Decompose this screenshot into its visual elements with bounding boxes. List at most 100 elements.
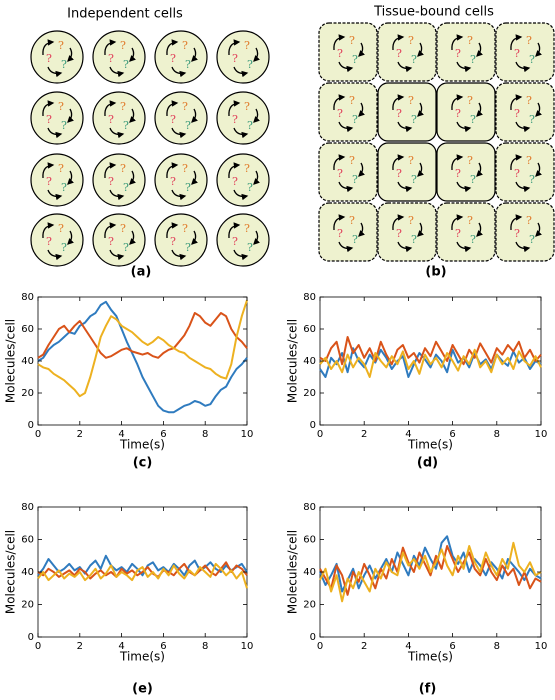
cell-arrow [333,214,346,231]
cell-mark: ? [349,214,355,227]
x-tick-label: 6 [160,641,166,652]
cell-mark: ? [58,100,64,113]
x-tick-label: 10 [535,429,548,440]
cell-arrow [191,170,198,185]
cell-mark: ? [185,119,191,132]
cell-mark: ? [120,222,126,235]
x-tick-label: 8 [202,641,208,652]
cell-mark: ? [61,181,67,194]
cell-mark: ? [46,52,52,65]
cell-mark: ? [526,214,532,227]
y-tick-label: 60 [303,535,316,546]
cell [377,142,437,202]
x-tick-label: 8 [202,429,208,440]
cell-arrow [476,162,483,177]
series-line [37,312,248,359]
series-line [319,348,542,378]
x-tick-label: 8 [494,429,500,440]
cell-arrow [515,61,531,73]
x-axis-label: Time(s) [119,650,165,664]
cell-mark: ? [120,39,126,52]
cell-mark: ? [514,167,520,180]
cell [154,153,208,207]
x-tick-label: 0 [317,641,323,652]
cell-mark: ? [46,175,52,188]
x-tick-label: 0 [35,429,41,440]
cell-arrow [535,102,542,117]
cell-arrow [456,241,472,253]
cell-arrow [338,181,354,193]
y-tick-label: 20 [303,600,316,611]
x-axis-label: Time(s) [119,438,165,452]
cell-arrow [456,181,472,193]
cell-mark: ? [526,34,532,47]
cell-arrow [535,162,542,177]
y-tick-label: 60 [303,324,316,335]
x-tick-label: 2 [361,429,367,440]
cell-arrow [451,94,464,111]
cell-mark: ? [470,173,476,186]
cell-mark: ? [514,227,520,240]
cell-arrow [358,222,365,237]
cell-arrow [191,230,198,245]
cell-arrow [171,249,187,261]
cell-mark: ? [349,154,355,167]
cell-arrow [228,222,241,239]
cell-arrow [417,162,424,177]
cell-mark: ? [352,233,358,246]
cell-mark: ? [467,94,473,107]
cell-mark: ? [58,162,64,175]
panel-label: (c) [133,456,153,471]
cell-mark: ? [247,181,253,194]
y-tick-label: 40 [21,356,34,367]
cell-mark: ? [182,162,188,175]
cell-arrow [67,108,74,123]
cell-arrow [67,230,74,245]
cell-mark: ? [467,214,473,227]
cell [216,30,270,84]
cell-mark: ? [232,175,238,188]
cell-mark: ? [352,113,358,126]
cell-arrow [109,189,125,201]
cell-mark: ? [46,235,52,248]
y-axis-label: Molecules/cell [286,530,300,614]
cell-arrow [233,127,249,139]
x-tick-label: 4 [118,641,124,652]
cell-arrow [104,39,117,56]
cell-arrow [417,222,424,237]
cell [495,142,555,202]
cell-mark: ? [396,227,402,240]
cell-arrow [397,181,413,193]
cell-mark: ? [514,47,520,60]
cell [92,153,146,207]
cell [216,153,270,207]
cell-mark: ? [396,167,402,180]
y-tick-label: 20 [21,600,34,611]
cell-arrow [253,108,260,123]
y-tick-label: 80 [21,292,34,303]
cell-arrow [228,100,241,117]
cell [495,202,555,262]
cell-arrow [510,154,523,171]
cell-mark: ? [247,119,253,132]
cell-mark: ? [337,167,343,180]
cell-mark: ? [455,227,461,240]
cell-arrow [417,102,424,117]
cell-arrow [417,42,424,57]
cell [30,153,84,207]
x-tick-label: 2 [77,641,83,652]
plot-frame [319,296,542,426]
cell-mark: ? [529,53,535,66]
cell-arrow [171,127,187,139]
cell-mark: ? [408,94,414,107]
panel-label: (f) [419,682,437,697]
cell-mark: ? [411,113,417,126]
cell [495,22,555,82]
series-line [319,541,542,603]
cell-mark: ? [467,154,473,167]
x-tick-label: 0 [317,429,323,440]
cell-arrow [166,222,179,239]
x-tick-label: 6 [449,429,455,440]
plot-frame [37,296,248,426]
y-tick-label: 0 [28,420,34,431]
